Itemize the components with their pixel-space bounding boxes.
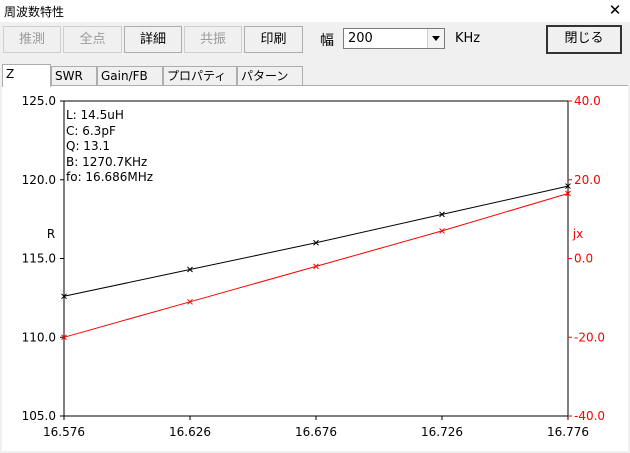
tab-bar: Z SWR Gain/FB プロパティ パターン <box>0 64 630 87</box>
data-point-r <box>61 293 67 300</box>
estimate-button[interactable]: 推測 <box>3 26 61 53</box>
window-title: 周波数特性 <box>4 5 65 19</box>
data-point-jx <box>61 334 67 341</box>
data-point-r <box>313 239 319 246</box>
tab-gain-fb[interactable]: Gain/FB <box>97 66 163 86</box>
close-button[interactable]: 閉じる <box>546 25 622 54</box>
tab-swr[interactable]: SWR <box>51 66 97 86</box>
details-button[interactable]: 詳細 <box>124 26 182 53</box>
width-select-value: 200 <box>348 31 373 46</box>
left-y-tick-label: 105.0 <box>22 409 56 423</box>
chevron-down-icon[interactable] <box>427 29 444 48</box>
tab-properties[interactable]: プロパティ <box>163 66 237 86</box>
info-bandwidth: B: 1270.7KHz <box>66 154 148 169</box>
x-tick-label: 16.676 <box>295 425 337 439</box>
left-y-tick-label: 125.0 <box>22 94 56 108</box>
info-inductance: L: 14.5uH <box>66 108 124 122</box>
data-point-jx <box>439 228 445 234</box>
info-box: L: 14.5uH C: 6.3pF Q: 13.1 B: 1270.7KHz … <box>66 108 153 186</box>
width-select[interactable]: 200 <box>343 28 445 49</box>
right-y-tick-label: 40.0 <box>574 94 601 108</box>
resonance-button[interactable]: 共振 <box>184 26 242 53</box>
x-tick-label: 16.576 <box>43 425 85 439</box>
tab-z[interactable]: Z <box>2 64 51 87</box>
data-point-jx <box>187 298 193 305</box>
right-y-tick-label: 0.0 <box>574 252 593 266</box>
right-y-tick-label: -40.0 <box>574 409 605 423</box>
all-points-button[interactable]: 全点 <box>63 26 122 53</box>
right-y-tick-label: -20.0 <box>574 330 605 344</box>
info-capacitance: C: 6.3pF <box>66 123 116 138</box>
left-y-tick-label: 115.0 <box>22 252 56 266</box>
right-y-tick-label: 20.0 <box>574 173 601 187</box>
width-label: 幅 <box>320 33 334 49</box>
data-point-r <box>565 183 571 189</box>
series-line-r <box>63 185 569 297</box>
title-bar: 周波数特性 ✕ <box>0 0 630 22</box>
x-tick-label: 16.726 <box>421 425 463 439</box>
right-axis-label: jx <box>572 227 583 241</box>
info-q: Q: 13.1 <box>66 139 111 153</box>
left-axis-label: R <box>47 227 55 241</box>
close-icon[interactable]: ✕ <box>608 1 622 19</box>
left-y-tick-label: 120.0 <box>22 173 56 187</box>
info-resonance-frequency: fo: 16.686MHz <box>66 170 154 184</box>
data-point-jx <box>313 263 319 270</box>
width-unit: KHz <box>455 31 481 46</box>
x-tick-label: 16.626 <box>169 425 211 439</box>
data-point-r <box>187 266 193 273</box>
x-tick-label: 16.776 <box>547 425 589 439</box>
data-point-r <box>439 211 445 218</box>
tab-pattern[interactable]: パターン <box>237 66 303 86</box>
data-point-jx <box>565 190 571 197</box>
left-y-tick-label: 110.0 <box>22 330 56 344</box>
print-button[interactable]: 印刷 <box>244 26 303 53</box>
series-line-jx <box>63 193 569 338</box>
